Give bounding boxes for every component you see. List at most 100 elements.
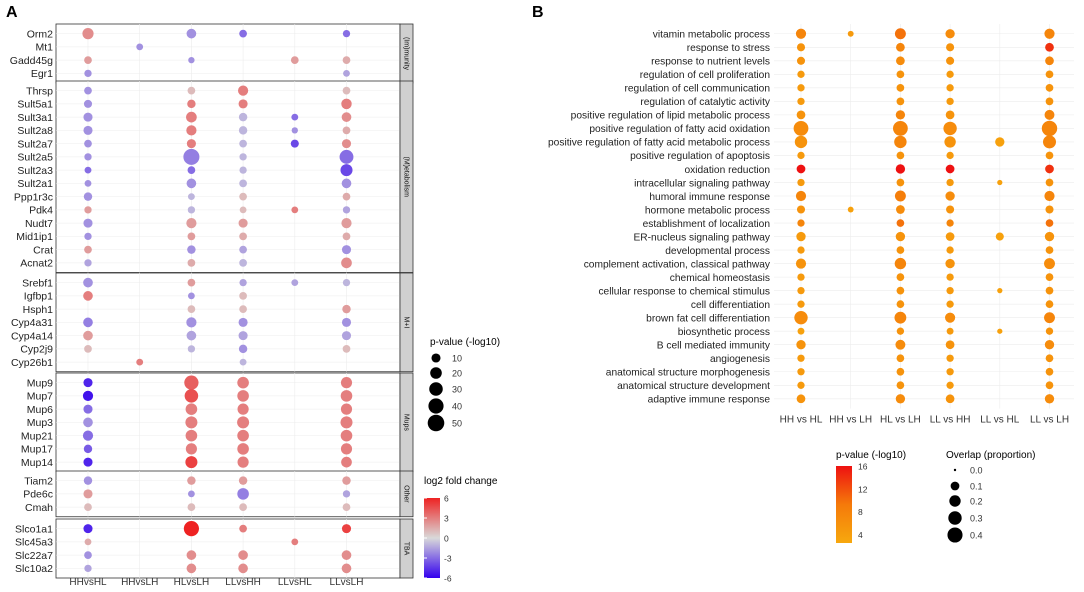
panel-b-dot bbox=[1044, 258, 1055, 270]
overlap-legend-label: 0.2 bbox=[970, 497, 983, 507]
panel-a-dot bbox=[82, 390, 94, 401]
size-legend-label: 30 bbox=[452, 385, 462, 395]
panel-b-dot bbox=[797, 368, 805, 376]
panel-a-dot bbox=[239, 232, 247, 241]
panel-b-dot bbox=[894, 257, 907, 270]
pvalue-legend-label: 8 bbox=[858, 507, 863, 517]
color-legend-bar bbox=[424, 498, 440, 578]
panel-a-dot bbox=[184, 375, 199, 390]
gene-label: Mup17 bbox=[21, 444, 53, 456]
panel-a-dot bbox=[341, 139, 352, 149]
panel-b-dot bbox=[896, 367, 905, 376]
panel-b-dot bbox=[997, 328, 1003, 334]
panel-a-dot bbox=[342, 29, 351, 38]
panel-b-plot-area bbox=[774, 24, 1074, 409]
size-legend-dot bbox=[430, 367, 442, 379]
go-term-label: oxidation reduction bbox=[684, 165, 770, 176]
panel-b-dot bbox=[946, 300, 954, 308]
panel-a-dot bbox=[237, 390, 249, 402]
color-legend-label: 3 bbox=[444, 514, 449, 524]
panel-b-dot bbox=[796, 394, 806, 404]
column-label: HHvsHL bbox=[69, 577, 107, 588]
gene-label: Crat bbox=[33, 244, 53, 256]
panel-a-dot bbox=[186, 330, 197, 341]
panel-b-dot bbox=[894, 28, 906, 40]
panel-a-dot bbox=[84, 69, 92, 78]
panel-b-dot bbox=[797, 219, 805, 227]
panel-a-dot bbox=[82, 28, 94, 40]
panel-b-dot bbox=[995, 137, 1005, 147]
panel-a-dot bbox=[239, 29, 247, 38]
panel-b-dot bbox=[946, 56, 955, 65]
panel-b-dot bbox=[995, 232, 1004, 241]
panel-a-dot bbox=[187, 278, 196, 287]
go-term-label: vitamin metabolic process bbox=[653, 30, 770, 41]
panel-b-dot bbox=[794, 310, 808, 325]
panel-a-dot bbox=[83, 99, 93, 108]
panel-b-dot bbox=[1045, 219, 1054, 227]
panel-b-dot bbox=[894, 135, 907, 149]
column-label: HLvsLH bbox=[174, 577, 210, 588]
gene-label: Sult2a8 bbox=[17, 125, 53, 137]
panel-a-dot bbox=[291, 127, 298, 134]
panel-b-dot bbox=[896, 246, 905, 254]
panel-b-dot bbox=[896, 286, 905, 295]
panel-b-dot bbox=[896, 42, 905, 52]
gene-label: Cyp4a14 bbox=[11, 330, 53, 342]
panel-b-dot bbox=[946, 205, 955, 214]
panel-a-dot bbox=[340, 403, 353, 415]
panel-a-dot bbox=[239, 166, 247, 174]
panel-a-dot bbox=[238, 99, 248, 109]
panel-b-dot bbox=[1045, 42, 1054, 52]
panel-a-dot bbox=[239, 153, 247, 161]
go-term-label: regulation of catalytic activity bbox=[640, 97, 771, 108]
panel-b-dot bbox=[797, 84, 805, 92]
panel-b-dot-plot: HH vs HL HH vs LH HL vs LH LL vs HH LL vs HL… bbox=[548, 24, 1074, 426]
panel-a-dot bbox=[186, 563, 197, 574]
pvalue-legend-label: 16 bbox=[858, 462, 868, 472]
panel-a-dot bbox=[238, 563, 248, 574]
panel-b-dot bbox=[1044, 340, 1055, 350]
panel-a-dot bbox=[238, 476, 248, 485]
panel-a-dot bbox=[237, 488, 249, 500]
gene-label: Cyp2j9 bbox=[20, 344, 53, 356]
gene-label: Orm2 bbox=[27, 28, 53, 40]
panel-a-dot bbox=[84, 551, 92, 559]
panel-b-dot bbox=[1044, 190, 1055, 202]
panel-a-dot bbox=[83, 404, 93, 414]
panel-a-dot bbox=[83, 218, 93, 228]
panel-a-dot bbox=[83, 277, 93, 288]
panel-a-dot bbox=[239, 259, 247, 267]
gene-label: Mup6 bbox=[27, 404, 53, 416]
panel-a-dot bbox=[239, 179, 247, 188]
panel-a-dot bbox=[239, 524, 247, 533]
panel-b-dot bbox=[945, 232, 955, 241]
panel-a-dot bbox=[341, 317, 352, 327]
panel-a-dot bbox=[342, 86, 351, 95]
panel-b-dot bbox=[945, 110, 955, 120]
panel-b-dot bbox=[946, 70, 954, 78]
panel-b-dot bbox=[946, 368, 954, 376]
panel-a-dot bbox=[83, 291, 93, 301]
column-label: HH vs HL bbox=[780, 415, 823, 426]
overlap-legend-dot bbox=[950, 481, 960, 491]
panel-a-dot bbox=[340, 390, 353, 402]
panel-b-dot bbox=[1045, 151, 1054, 160]
overlap-legend-dot bbox=[949, 495, 961, 507]
panel-a-dot bbox=[239, 206, 247, 214]
column-label: HHvsLH bbox=[121, 577, 158, 588]
panel-b-dot bbox=[896, 300, 905, 309]
panel-a-dot bbox=[83, 192, 93, 201]
overlap-legend-label: 0.1 bbox=[970, 482, 983, 492]
overlap-legend-dot bbox=[948, 511, 962, 525]
panel-a-dot bbox=[238, 331, 248, 341]
gene-label: Cyp26b1 bbox=[11, 357, 53, 369]
panel-a-dot bbox=[83, 476, 93, 485]
panel-a-dot bbox=[136, 358, 144, 366]
column-label: LL vs HH bbox=[930, 415, 971, 426]
overlap-legend-label: 0.0 bbox=[970, 466, 983, 476]
panel-b-dot bbox=[896, 273, 905, 281]
panel-a-dot bbox=[187, 245, 196, 254]
panel-a-dot bbox=[342, 192, 351, 201]
gene-label: Hsph1 bbox=[23, 304, 54, 316]
